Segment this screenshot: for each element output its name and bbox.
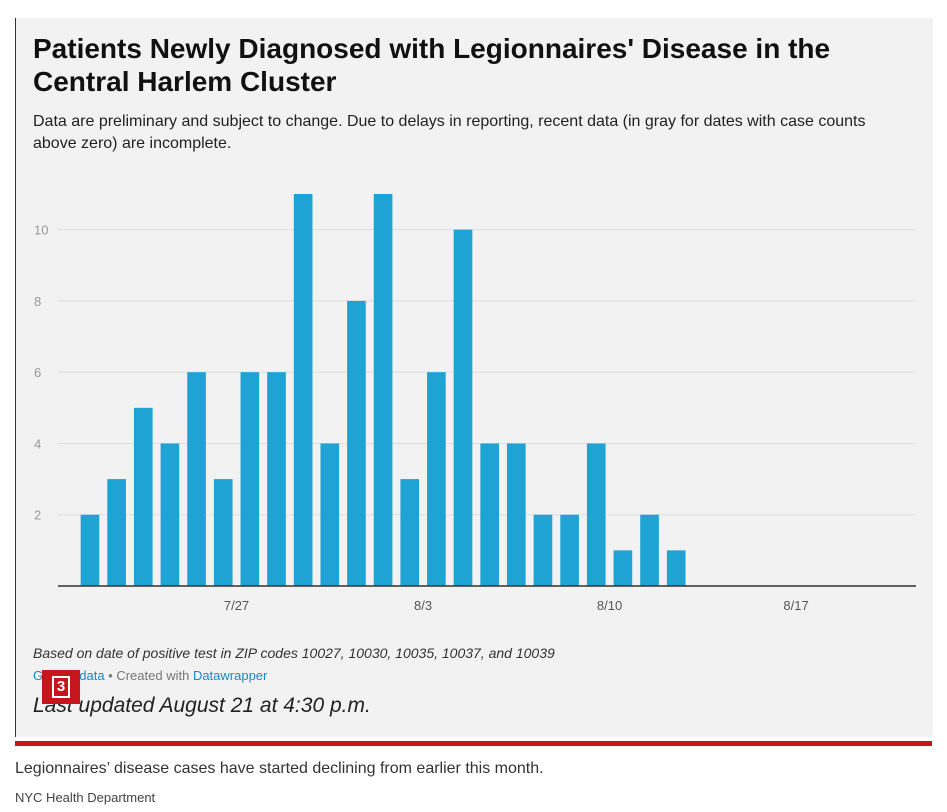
bar	[267, 372, 286, 586]
bar	[560, 514, 579, 586]
axes: 2 4 6 8 10 7/27 8/3 8/10 8/17	[34, 223, 916, 613]
x-tick-label: 8/3	[414, 598, 432, 613]
chart-panel: Patients Newly Diagnosed with Legionnair…	[15, 18, 933, 737]
x-tick-label: 8/10	[597, 598, 622, 613]
divider-bar	[15, 741, 932, 746]
bar	[107, 479, 126, 586]
bar	[213, 479, 233, 586]
bar	[293, 194, 313, 586]
datawrapper-link[interactable]: Datawrapper	[192, 668, 268, 683]
chart-subtitle: Data are preliminary and subject to chan…	[33, 113, 866, 152]
y-tick-label: 4	[34, 436, 41, 451]
bar	[80, 514, 100, 586]
bar	[586, 443, 606, 586]
bar	[373, 194, 393, 586]
bar-chart: 2 4 6 8 10 7/27 8/3 8/10 8/17	[34, 194, 916, 613]
bar	[347, 300, 366, 586]
last-updated: Last updated August 21 at 4:30 p.m.	[33, 694, 371, 717]
marker-number: 3	[51, 676, 71, 698]
bar	[400, 479, 420, 586]
bar	[427, 372, 446, 586]
x-tick-label: 7/27	[224, 598, 249, 613]
bar	[666, 550, 686, 586]
bar	[613, 550, 633, 586]
image-caption: Legionnaires’ disease cases have started…	[15, 760, 544, 777]
bar	[533, 514, 553, 586]
bar	[480, 443, 499, 586]
y-tick-label: 2	[34, 508, 41, 523]
created-with-text: • Created with	[104, 668, 193, 683]
y-tick-label: 10	[34, 223, 48, 238]
bar	[453, 229, 473, 587]
annotation-marker: 3	[42, 670, 80, 704]
chart-note: Based on date of positive test in ZIP co…	[33, 645, 555, 661]
bar	[320, 443, 340, 586]
image-source: NYC Health Department	[15, 790, 156, 805]
bar	[240, 372, 260, 586]
y-tick-label: 8	[34, 294, 41, 309]
chart-title: Patients Newly Diagnosed with Legionnair…	[33, 33, 831, 97]
bar	[160, 443, 180, 586]
bar	[506, 443, 526, 586]
bar	[187, 372, 206, 586]
y-tick-label: 6	[34, 365, 41, 380]
bar	[133, 407, 153, 586]
x-tick-label: 8/17	[783, 598, 808, 613]
bars	[80, 194, 686, 587]
bar	[640, 514, 659, 586]
